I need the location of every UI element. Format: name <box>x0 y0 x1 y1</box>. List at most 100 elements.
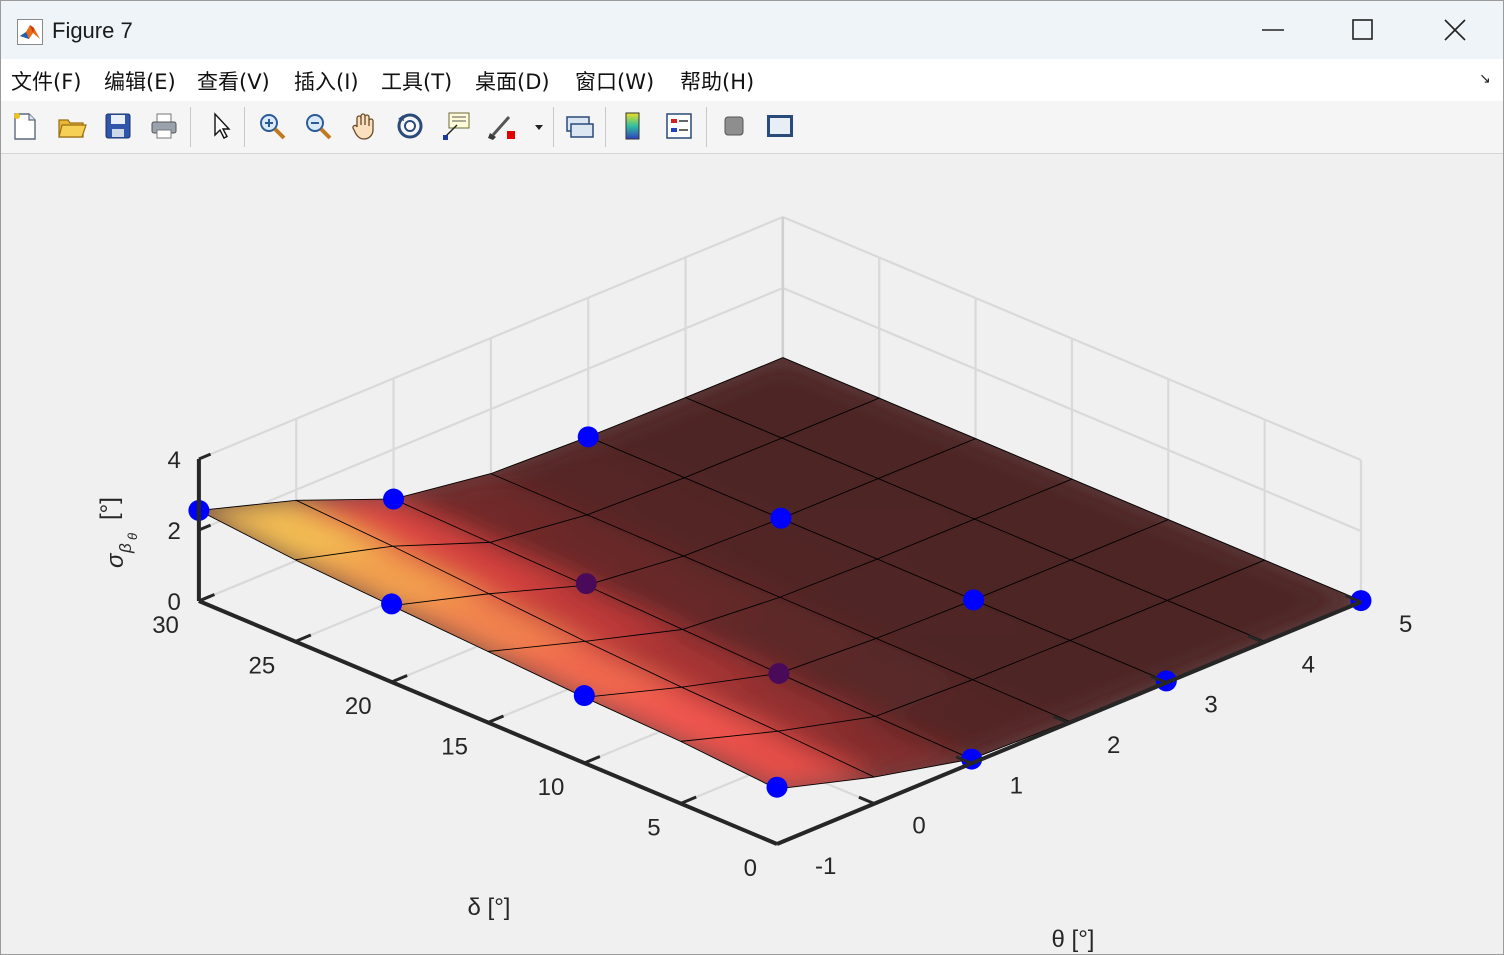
show-plot-tools-button[interactable] <box>761 107 797 145</box>
x-tick-label: 5 <box>1399 611 1412 638</box>
mesh-line <box>588 436 1167 682</box>
maximize-button[interactable] <box>1317 1 1409 59</box>
data-point <box>577 426 599 448</box>
axis-lines <box>196 452 1362 846</box>
z-axis-title: σβθ [°] <box>96 497 140 568</box>
zoom-out-button[interactable] <box>299 107 335 145</box>
y-tick-label: 30 <box>152 612 179 639</box>
x-tick-label: 1 <box>1010 772 1023 799</box>
toolbar-separator <box>553 107 554 147</box>
menu-desktop[interactable]: 桌面(D) <box>475 70 550 94</box>
zoom-out-icon <box>306 114 332 140</box>
save-button[interactable] <box>99 107 135 145</box>
zoom-in-button[interactable] <box>253 107 289 145</box>
mesh-line <box>198 510 778 790</box>
x-tick-label: 0 <box>912 813 925 840</box>
menu-tools[interactable]: 工具(T) <box>381 70 453 94</box>
zoom-in-icon <box>260 114 286 140</box>
brush-button[interactable] <box>483 107 519 145</box>
title-bar[interactable]: Figure 7 <box>1 1 1503 59</box>
save-icon <box>105 113 131 139</box>
x-tick-label: 4 <box>1302 651 1315 678</box>
minimize-icon <box>1262 29 1284 31</box>
y-tick <box>391 674 408 684</box>
window-title: Figure 7 <box>52 18 133 43</box>
x-tick <box>1247 634 1265 644</box>
x-tick <box>1052 715 1070 725</box>
wall-gridline <box>198 287 784 532</box>
brush-dropdown[interactable] <box>529 107 549 145</box>
y-tick <box>680 795 697 805</box>
x-tick <box>761 836 778 846</box>
z-tick <box>198 523 212 532</box>
z-tick-label: 2 <box>168 518 181 545</box>
dock-arrow-icon[interactable]: ↘ <box>1479 71 1491 87</box>
print-icon <box>151 113 177 139</box>
wall-gridline <box>782 216 1362 462</box>
data-point <box>766 776 788 798</box>
brush-icon <box>488 116 515 140</box>
y-tick-label: 15 <box>441 734 468 761</box>
y-tick <box>776 836 794 846</box>
z-tick <box>198 452 212 461</box>
minimize-button[interactable] <box>1227 1 1319 59</box>
open-file-icon <box>58 119 87 138</box>
pan-button[interactable] <box>345 107 381 145</box>
menu-insert[interactable]: 插入(I) <box>294 70 359 94</box>
y-tick <box>294 633 312 643</box>
mesh-line <box>296 499 875 778</box>
legend-icon <box>666 113 692 139</box>
show-plot-tools-icon <box>767 115 793 137</box>
menu-file[interactable]: 文件(F) <box>11 70 82 94</box>
y-tick <box>487 714 505 724</box>
legend-button[interactable] <box>660 107 696 145</box>
menu-view[interactable]: 查看(V) <box>197 70 270 94</box>
menu-window[interactable]: 窗口(W) <box>575 70 655 94</box>
chevron-down-icon <box>535 125 543 130</box>
matlab-logo-icon <box>17 19 43 45</box>
data-cursor-button[interactable] <box>437 107 473 145</box>
z-title-sigma: σ <box>102 552 129 568</box>
colorbar-icon <box>625 112 640 140</box>
new-figure-button[interactable] <box>7 107 43 145</box>
mesh-line <box>782 357 1362 602</box>
y-tick-label: 25 <box>249 653 276 680</box>
data-point <box>768 662 790 684</box>
toolbar-separator <box>244 107 245 147</box>
x-tick <box>955 755 973 765</box>
open-file-button[interactable] <box>53 107 89 145</box>
y-tick-label: 10 <box>538 774 565 801</box>
y-axis-title: δ [°] <box>468 894 511 921</box>
x-tick-label: -1 <box>815 853 836 880</box>
colorbar-button[interactable] <box>614 107 650 145</box>
menu-edit[interactable]: 编辑(E) <box>104 70 176 94</box>
link-plot-button[interactable] <box>560 107 596 145</box>
data-cursor-icon <box>443 112 470 140</box>
rotate-3d-icon <box>397 113 423 139</box>
y-tick-label: 0 <box>744 855 757 882</box>
close-icon <box>1444 19 1466 41</box>
mesh-line <box>393 498 972 760</box>
edit-plot-button[interactable] <box>201 107 237 145</box>
figure-toolbar <box>1 101 1503 154</box>
close-button[interactable] <box>1409 1 1501 59</box>
toolbar-separator <box>605 107 606 147</box>
z-tick <box>198 594 212 603</box>
menu-help[interactable]: 帮助(H) <box>680 70 755 94</box>
surface-clip-group <box>198 357 1361 789</box>
x-tick <box>1344 594 1362 604</box>
data-point <box>963 589 985 611</box>
z-title-theta: θ <box>125 533 140 540</box>
z-tick-label: 4 <box>168 447 181 474</box>
hide-plot-tools-button[interactable] <box>715 107 751 145</box>
x-tick-label: 3 <box>1204 692 1217 719</box>
mesh-line <box>490 473 1070 722</box>
data-point <box>381 593 403 615</box>
rotate-3d-button[interactable] <box>391 107 427 145</box>
wall-gridline <box>198 216 784 461</box>
print-button[interactable] <box>145 107 181 145</box>
z-title-beta: β <box>116 543 135 554</box>
y-tick-label: 5 <box>647 815 660 842</box>
